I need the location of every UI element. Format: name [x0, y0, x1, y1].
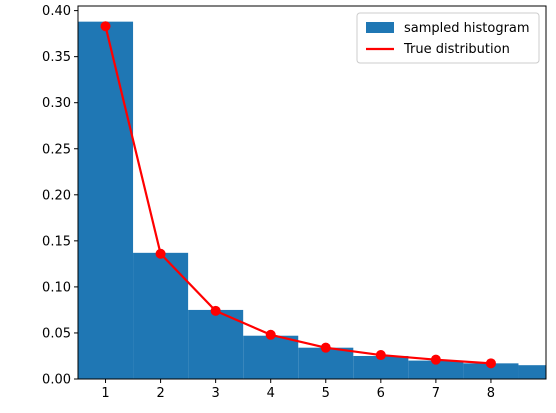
bar-1	[78, 21, 134, 379]
legend-line-label: True distribution	[403, 42, 510, 57]
bar-8	[463, 363, 519, 379]
true-distribution-point-8	[485, 358, 496, 369]
x-tick-label-7: 7	[432, 386, 440, 401]
axes: 1 2 3 4 5 6 7 8 0.00 0.05 0.10 0.15 0.20 0.25 0.30 0.35…	[42, 4, 547, 401]
bar-6	[353, 355, 409, 379]
true-distribution-point-2	[155, 248, 166, 259]
y-tick-label-1: 0.05	[42, 326, 71, 341]
true-distribution-series	[100, 21, 496, 369]
legend-box	[356, 12, 540, 64]
true-distribution-point-3	[210, 305, 221, 316]
y-tick-label-7: 0.35	[42, 50, 71, 65]
true-distribution-point-5	[320, 342, 331, 353]
y-tick-label-5: 0.25	[42, 142, 71, 157]
true-distribution-point-1	[100, 21, 111, 32]
true-distribution-point-6	[375, 350, 386, 361]
legend-histogram-label: sampled histogram	[404, 21, 530, 36]
x-tick-label-4: 4	[267, 386, 275, 401]
legend: sampled histogram True distribution	[356, 12, 540, 64]
bar-5	[298, 347, 354, 379]
legend-histogram-swatch	[366, 22, 394, 33]
x-tick-label-8: 8	[487, 386, 495, 401]
y-tick-label-2: 0.10	[42, 280, 71, 295]
bar-2	[133, 252, 189, 379]
bar-4	[243, 335, 299, 379]
x-tick-label-6: 6	[377, 386, 385, 401]
bar-9	[518, 365, 546, 379]
true-distribution-line	[104, 26, 492, 365]
true-distribution-point-7	[430, 354, 441, 365]
y-tick-label-3: 0.15	[42, 234, 71, 249]
x-tick-label-2: 2	[156, 386, 164, 401]
x-tick-label-1: 1	[101, 386, 109, 401]
true-distribution-point-4	[265, 329, 276, 340]
y-tick-label-8: 0.40	[42, 4, 71, 19]
bar-7	[408, 360, 464, 379]
y-tick-label-0: 0.00	[42, 373, 71, 388]
plot-frame	[77, 5, 547, 380]
y-tick-label-4: 0.20	[42, 188, 71, 203]
bar-3	[188, 309, 244, 379]
x-tick-label-5: 5	[322, 386, 330, 401]
x-tick-label-3: 3	[212, 386, 220, 401]
y-tick-label-6: 0.30	[42, 96, 71, 111]
